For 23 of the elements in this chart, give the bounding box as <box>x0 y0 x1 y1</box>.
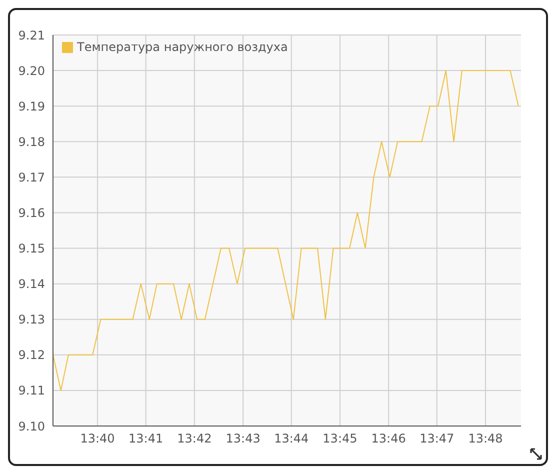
y-tick-label: 9.17 <box>18 170 45 184</box>
x-tick-label: 13:44 <box>274 432 309 446</box>
y-tick-label: 9.15 <box>18 242 45 256</box>
x-tick-label: 13:47 <box>420 432 454 446</box>
x-tick-label: 13:45 <box>322 432 358 446</box>
y-tick-label: 9.12 <box>18 348 45 362</box>
y-tick-label: 9.11 <box>18 384 45 398</box>
y-tick-label: 9.19 <box>18 99 45 114</box>
line-series <box>53 70 519 391</box>
y-tick-label: 9.14 <box>18 277 45 292</box>
x-tick-label: 13:42 <box>177 432 212 446</box>
y-tick-label: 9.21 <box>18 28 45 42</box>
legend-label: Температура наружного воздуха <box>77 40 288 54</box>
y-tick-label: 9.13 <box>18 312 45 327</box>
y-tick-label: 9.18 <box>18 134 45 149</box>
x-tick-label: 13:43 <box>226 432 260 446</box>
y-tick-label: 9.20 <box>18 64 45 78</box>
x-tick-label: 13:48 <box>468 432 503 446</box>
x-tick-label: 13:40 <box>80 432 115 446</box>
y-tick-label: 9.16 <box>18 206 45 220</box>
y-tick-label: 9.10 <box>18 419 45 434</box>
x-tick-label: 13:46 <box>371 432 406 446</box>
x-tick-label: 13:41 <box>128 432 164 446</box>
